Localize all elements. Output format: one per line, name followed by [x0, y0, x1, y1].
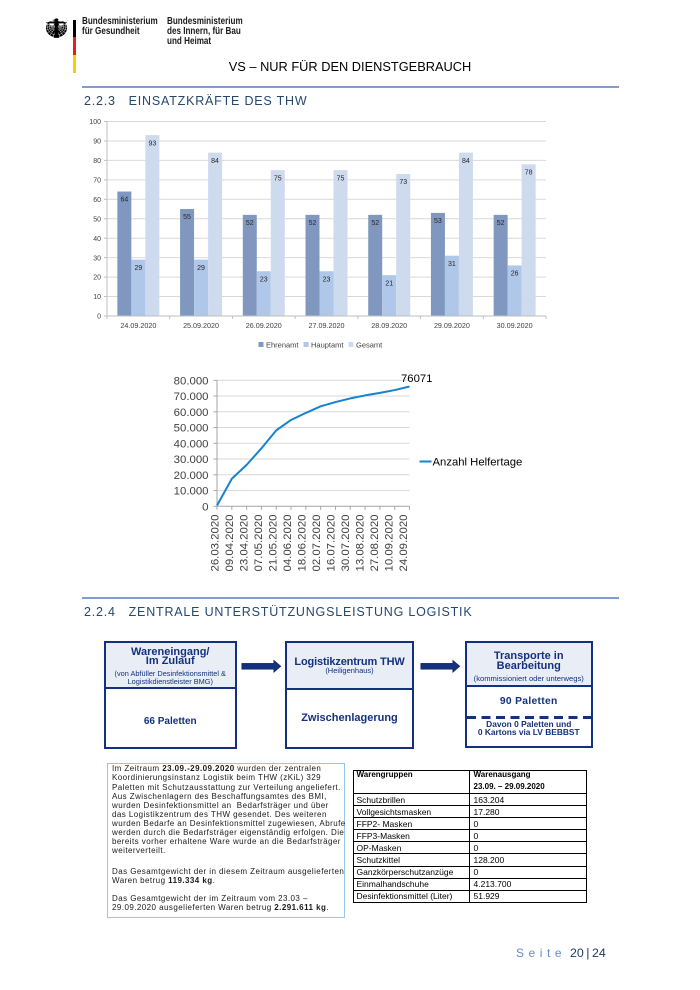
- svg-text:23: 23: [323, 276, 331, 283]
- svg-text:52: 52: [371, 220, 379, 227]
- svg-text:60: 60: [93, 197, 101, 204]
- svg-text:31: 31: [448, 261, 456, 268]
- svg-text:84: 84: [462, 158, 470, 165]
- svg-text:27.09.2020: 27.09.2020: [309, 321, 345, 330]
- svg-text:53: 53: [434, 218, 442, 225]
- svg-text:100: 100: [89, 119, 101, 126]
- svg-text:Ehrenamt: Ehrenamt: [266, 341, 299, 350]
- svg-text:18.06.2020: 18.06.2020: [297, 515, 309, 572]
- svg-text:50: 50: [93, 216, 101, 223]
- svg-text:20: 20: [93, 275, 101, 282]
- svg-text:52: 52: [497, 220, 505, 227]
- svg-text:78: 78: [525, 169, 533, 176]
- svg-text:0: 0: [202, 501, 208, 513]
- svg-text:75: 75: [274, 175, 282, 182]
- svg-text:64: 64: [120, 197, 128, 204]
- svg-text:52: 52: [246, 220, 254, 227]
- svg-text:70.000: 70.000: [174, 391, 209, 403]
- svg-text:76071: 76071: [401, 373, 432, 385]
- svg-text:25.09.2020: 25.09.2020: [183, 321, 219, 330]
- svg-text:50.000: 50.000: [174, 423, 209, 435]
- svg-text:Gesamt: Gesamt: [356, 341, 383, 350]
- svg-text:26.03.2020: 26.03.2020: [210, 515, 222, 572]
- svg-text:13.08.2020: 13.08.2020: [355, 515, 367, 572]
- svg-text:04.06.2020: 04.06.2020: [282, 515, 294, 572]
- svg-text:24.09.2020: 24.09.2020: [398, 515, 410, 572]
- svg-text:20.000: 20.000: [174, 470, 209, 482]
- svg-text:02.07.2020: 02.07.2020: [311, 515, 323, 572]
- svg-text:30.000: 30.000: [174, 454, 209, 466]
- svg-text:10: 10: [93, 294, 101, 301]
- svg-text:Anzahl Helfertage: Anzahl Helfertage: [433, 456, 523, 468]
- svg-text:07.05.2020: 07.05.2020: [253, 515, 265, 572]
- svg-text:09.04.2020: 09.04.2020: [224, 515, 236, 572]
- svg-text:52: 52: [309, 220, 317, 227]
- svg-text:29: 29: [197, 265, 205, 272]
- svg-text:40: 40: [93, 236, 101, 243]
- svg-text:75: 75: [337, 175, 345, 182]
- svg-text:84: 84: [211, 158, 219, 165]
- svg-text:30.07.2020: 30.07.2020: [340, 515, 352, 572]
- svg-text:40.000: 40.000: [174, 438, 209, 450]
- svg-text:23.04.2020: 23.04.2020: [239, 515, 251, 572]
- svg-text:73: 73: [399, 179, 407, 186]
- svg-text:93: 93: [148, 140, 156, 147]
- svg-text:28.09.2020: 28.09.2020: [371, 321, 407, 330]
- svg-text:26: 26: [511, 271, 519, 278]
- svg-text:27.08.2020: 27.08.2020: [369, 515, 381, 572]
- svg-text:90: 90: [93, 139, 101, 146]
- svg-text:16.07.2020: 16.07.2020: [326, 515, 338, 572]
- svg-text:30: 30: [93, 255, 101, 262]
- svg-text:10.09.2020: 10.09.2020: [384, 515, 396, 572]
- svg-text:80: 80: [93, 158, 101, 165]
- svg-text:80.000: 80.000: [174, 375, 209, 387]
- svg-text:24.09.2020: 24.09.2020: [120, 321, 156, 330]
- svg-text:0: 0: [97, 314, 101, 321]
- svg-text:10.000: 10.000: [174, 486, 209, 498]
- svg-text:26.09.2020: 26.09.2020: [246, 321, 282, 330]
- svg-text:Hauptamt: Hauptamt: [311, 341, 344, 350]
- svg-text:21.05.2020: 21.05.2020: [268, 515, 280, 572]
- svg-text:30.09.2020: 30.09.2020: [497, 321, 533, 330]
- svg-text:29: 29: [134, 265, 142, 272]
- svg-text:21: 21: [385, 280, 393, 287]
- svg-text:55: 55: [183, 214, 191, 221]
- svg-text:29.09.2020: 29.09.2020: [434, 321, 470, 330]
- svg-text:23: 23: [260, 276, 268, 283]
- svg-text:70: 70: [93, 177, 101, 184]
- svg-text:60.000: 60.000: [174, 407, 209, 419]
